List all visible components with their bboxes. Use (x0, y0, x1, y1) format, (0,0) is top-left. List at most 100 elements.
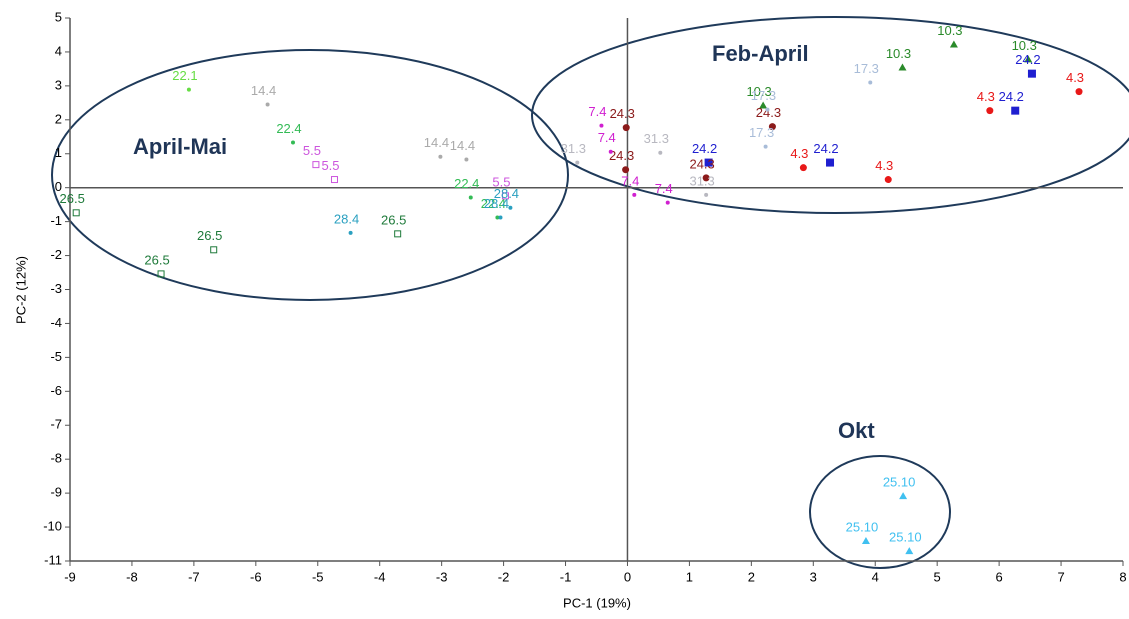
x-tick-label: -6 (250, 569, 262, 584)
point-label: 25.10 (846, 519, 879, 534)
annotation: Okt (838, 418, 875, 443)
x-tick-label: -5 (312, 569, 324, 584)
point-label: 24.2 (999, 89, 1024, 104)
point (599, 123, 604, 128)
point-label: 28.4 (334, 211, 359, 226)
point (1027, 69, 1036, 78)
point (464, 157, 469, 162)
point-label: 22.4 (454, 176, 479, 191)
point (899, 492, 908, 500)
point-label: 22.4 (276, 121, 301, 136)
ellipse (809, 455, 951, 569)
point-label: 14.4 (424, 135, 449, 150)
point-label: 24.3 (689, 156, 714, 171)
point (1024, 55, 1033, 63)
point-label: 31.3 (644, 131, 669, 146)
point-label: 26.5 (144, 252, 169, 267)
ellipse (51, 49, 569, 301)
point (330, 176, 338, 184)
x-tick-label: 1 (686, 569, 693, 584)
point (704, 192, 709, 197)
point-label: 10.3 (1012, 38, 1037, 53)
point (498, 215, 503, 220)
x-tick-label: 0 (624, 569, 631, 584)
point-label: 24.2 (813, 141, 838, 156)
point-label: 7.4 (621, 173, 639, 188)
point (986, 107, 994, 115)
point (765, 107, 770, 112)
y-tick-label: 4 (55, 43, 62, 58)
point (312, 161, 320, 169)
point-label: 25.10 (889, 530, 922, 545)
point (905, 547, 914, 555)
point-label: 22.1 (172, 68, 197, 83)
point (468, 195, 473, 200)
x-tick-label: 7 (1057, 569, 1064, 584)
point (704, 158, 713, 167)
y-tick-label: -10 (43, 519, 62, 534)
y-tick-label: -2 (50, 247, 62, 262)
point-label: 4.3 (1066, 70, 1084, 85)
point (658, 150, 663, 155)
y-tick-label: -8 (50, 451, 62, 466)
point (348, 230, 353, 235)
x-tick-label: -7 (188, 569, 200, 584)
point-label: 7.4 (588, 104, 606, 119)
y-tick-label: -1 (50, 213, 62, 228)
point (575, 160, 580, 165)
y-tick-label: -5 (50, 349, 62, 364)
point-label: 5.5 (321, 158, 339, 173)
point-label: 5.5 (492, 174, 510, 189)
point-label: 26.5 (197, 228, 222, 243)
point (898, 63, 907, 71)
x-tick-label: -4 (374, 569, 386, 584)
point-label: 26.5 (60, 191, 85, 206)
point-label: 7.4 (598, 130, 616, 145)
point-label: 17.3 (751, 88, 776, 103)
point-label: 10.3 (937, 23, 962, 38)
y-tick-label: -11 (44, 552, 62, 567)
point (72, 209, 80, 217)
point-label: 22.4 (481, 196, 506, 211)
point (884, 176, 892, 184)
y-tick-label: 5 (55, 9, 62, 24)
point-label: 26.5 (381, 212, 406, 227)
point (608, 149, 613, 154)
point (394, 230, 402, 238)
point-label: 4.3 (977, 89, 995, 104)
annotation: Feb-April (712, 41, 809, 66)
point (759, 101, 768, 109)
y-tick-label: 3 (55, 77, 62, 92)
point (186, 87, 191, 92)
point-label: 4.3 (875, 158, 893, 173)
point (157, 270, 165, 278)
point (265, 102, 270, 107)
point-label: 14.4 (251, 83, 276, 98)
point-label: 4.3 (790, 146, 808, 161)
y-axis-label: PC-2 (12%) (13, 256, 28, 324)
point-label: 24.2 (1015, 52, 1040, 67)
point (632, 192, 637, 197)
ellipse (531, 16, 1129, 214)
point (799, 164, 807, 172)
x-tick-label: -3 (436, 569, 448, 584)
x-tick-label: 2 (748, 569, 755, 584)
x-tick-label: 6 (996, 569, 1003, 584)
y-tick-label: -9 (50, 485, 62, 500)
y-tick-label: -4 (50, 315, 62, 330)
point-label: 31.3 (689, 173, 714, 188)
y-tick-label: -3 (50, 281, 62, 296)
point (702, 174, 710, 182)
point-label: 10.3 (886, 46, 911, 61)
point (438, 154, 443, 159)
point-label: 10.3 (746, 84, 771, 99)
x-tick-label: 5 (934, 569, 941, 584)
y-tick-label: 0 (55, 179, 62, 194)
point-label: 28.4 (494, 186, 519, 201)
point (508, 205, 513, 210)
x-tick-label: -8 (126, 569, 138, 584)
annotation: April-Mai (133, 134, 227, 159)
point (861, 536, 870, 544)
x-tick-label: 8 (1119, 569, 1126, 584)
point (622, 124, 630, 132)
